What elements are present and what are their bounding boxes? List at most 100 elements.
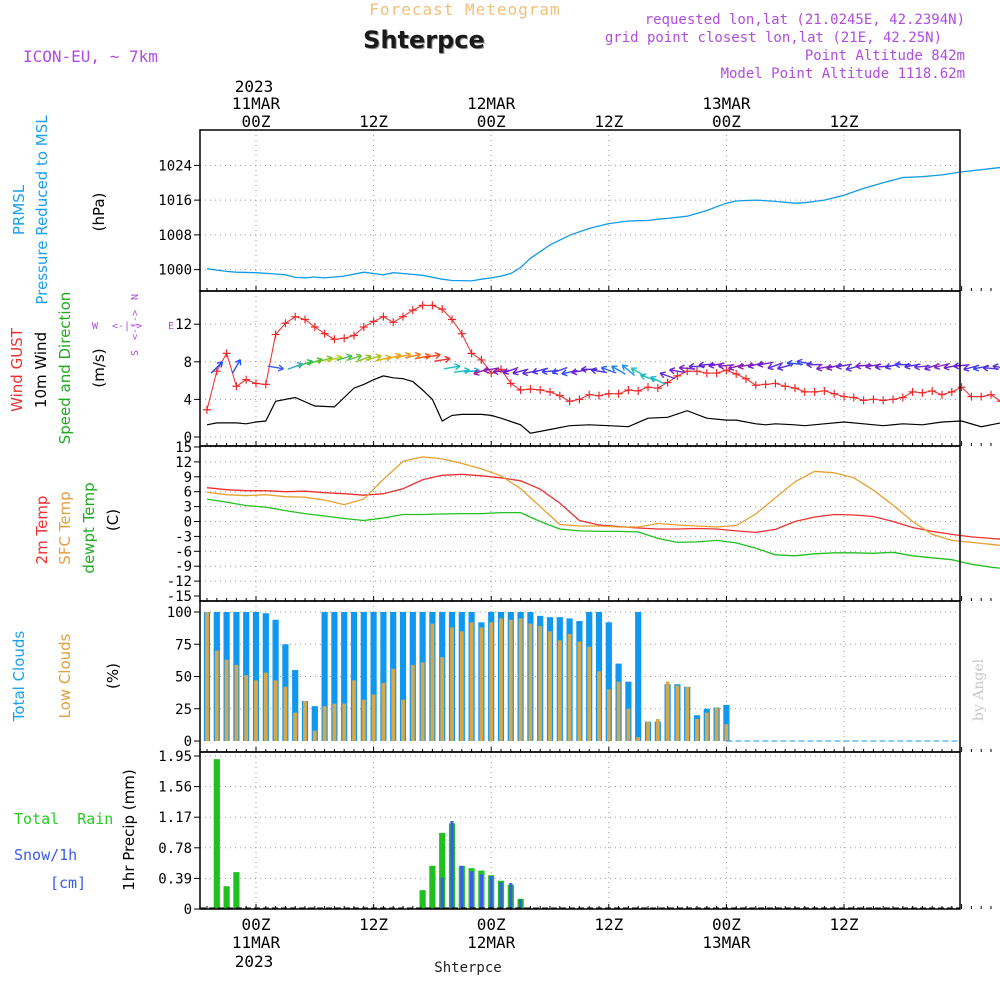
panel-frame-2 xyxy=(199,445,961,602)
wind-gust-marker xyxy=(732,370,741,379)
low-cloud-bar xyxy=(665,681,670,741)
wind-gust-marker xyxy=(624,386,633,394)
wind-arrow-shape xyxy=(806,361,823,369)
wind-arrow-icon xyxy=(541,367,559,376)
bottom-axis-hour-2: 00Z xyxy=(477,915,506,934)
low-cloud-bar xyxy=(401,699,405,741)
precip-bars xyxy=(200,759,960,909)
total-cloud-bar xyxy=(605,622,612,741)
wind-arrow-icon xyxy=(737,362,755,370)
low-cloud-bar xyxy=(528,623,533,741)
watermark: by Angel xyxy=(971,658,987,721)
wind-gust-marker xyxy=(722,366,731,375)
compass-n: N xyxy=(130,294,141,300)
wind-arrow-shape xyxy=(541,367,559,376)
wind-arrow-icon xyxy=(855,362,872,370)
low-cloud-bar xyxy=(508,619,513,741)
wind-arrow-shape xyxy=(639,373,656,382)
low-cloud-bar xyxy=(724,724,729,741)
wind-gust-marker xyxy=(830,389,839,398)
snow-bar xyxy=(499,882,503,909)
wind-arrow-icon xyxy=(806,361,823,369)
wind-gust-marker xyxy=(448,315,456,324)
rain-bar xyxy=(213,759,220,909)
wind-gust-marker xyxy=(977,392,986,401)
total-cloud-bar xyxy=(350,612,358,741)
wind-arrow-shape xyxy=(482,366,500,374)
low-cloud-bar xyxy=(655,719,660,741)
wind-arrow-icon xyxy=(816,364,833,372)
wind-gust-marker xyxy=(810,387,819,396)
bottom-axis-date-4: 13MAR xyxy=(702,933,751,952)
wind-gust-marker xyxy=(996,400,1000,402)
low-cloud-bar xyxy=(283,686,288,741)
wind-arrow-shape xyxy=(992,363,1000,371)
low-cloud-bar xyxy=(685,686,690,741)
wind-gust-marker xyxy=(281,319,290,328)
wind-arrow-icon xyxy=(621,364,635,376)
wind-gust-marker xyxy=(379,312,388,321)
ytick-label-3-3: 75 xyxy=(175,637,192,653)
wind-gust-marker xyxy=(791,384,799,393)
wind-gust-marker xyxy=(644,383,652,392)
low-cloud-bar xyxy=(567,633,572,741)
prmsl-label: PRMSL xyxy=(10,184,28,235)
wind-arrow-icon xyxy=(424,351,441,360)
prmsl-desc-label: Pressure Reduced to MSL xyxy=(33,115,51,305)
low-cloud-bar xyxy=(548,631,552,741)
wind-arrow-icon xyxy=(825,363,843,371)
wind-arrow-shape xyxy=(492,367,510,376)
low-cloud-bar xyxy=(587,646,592,741)
wind-arrow-shape xyxy=(649,375,666,385)
wind-gust-marker xyxy=(506,379,515,388)
wind-gust-marker xyxy=(663,378,672,387)
top-axis-hour-1: 12Z xyxy=(359,112,388,131)
wind-arrow-icon xyxy=(914,363,931,371)
wind-gust-marker xyxy=(693,367,701,376)
ytick-label-1-2: 8 xyxy=(184,355,192,371)
low-cloud-bar xyxy=(312,730,317,741)
low-cloud-bar xyxy=(371,694,376,741)
model-label: ICON-EU, ~ 7km xyxy=(23,47,158,66)
wind-gust-marker xyxy=(771,379,780,388)
wind-arrow-shape xyxy=(502,366,519,375)
ytick-label-2-4: -3 xyxy=(175,529,192,545)
wind-gust-marker xyxy=(497,365,505,374)
wind-arrow-shape xyxy=(611,365,626,375)
wind-arrow-icon xyxy=(669,367,686,375)
wind-arrow-shape xyxy=(571,368,588,376)
low-cloud-bar xyxy=(695,719,699,741)
top-axis-hour-4: 00Z xyxy=(712,112,741,131)
low-cloud-bar xyxy=(214,650,219,741)
low-clouds-label: Low Clouds xyxy=(56,633,74,718)
wind-arrow-icon xyxy=(473,367,490,376)
compass-rose-icon: N W <-|-> E S <-|-> xyxy=(92,294,174,356)
wind-arrow-shape xyxy=(982,364,1000,372)
wind-gust-marker xyxy=(585,390,594,399)
wind-arrow-shape xyxy=(669,367,686,375)
wind-arrow-shape xyxy=(855,362,872,370)
wind-arrow-shape xyxy=(953,362,970,370)
wind-arrow-shape xyxy=(267,364,284,372)
top-axis-hour-3: 12Z xyxy=(594,112,623,131)
top-axis-hour-5: 12Z xyxy=(830,112,859,131)
snow-bar xyxy=(440,877,444,909)
point-altitude: Point Altitude 842m xyxy=(805,48,965,64)
wind-arrow-icon xyxy=(267,364,284,372)
snow-bar xyxy=(470,871,474,909)
rain-bar xyxy=(439,832,446,909)
wind-gust-marker xyxy=(516,386,525,394)
ytick-label-3-0: 0 xyxy=(184,734,192,750)
low-cloud-bar xyxy=(332,703,337,741)
wind-gust-marker xyxy=(301,315,309,324)
cloud-unit-label: (%) xyxy=(104,663,122,689)
wind-gust-marker xyxy=(457,329,466,338)
ytick-label-3-4: 100 xyxy=(167,605,192,621)
wind-arrow-icon xyxy=(659,371,676,380)
low-cloud-bar xyxy=(254,680,258,741)
ytick-label-1-1: 4 xyxy=(184,392,192,408)
wind-arrow-icon xyxy=(443,363,461,371)
low-cloud-bar xyxy=(391,668,396,741)
wind-gust-marker xyxy=(849,393,858,402)
total-cloud-bar xyxy=(252,612,260,741)
